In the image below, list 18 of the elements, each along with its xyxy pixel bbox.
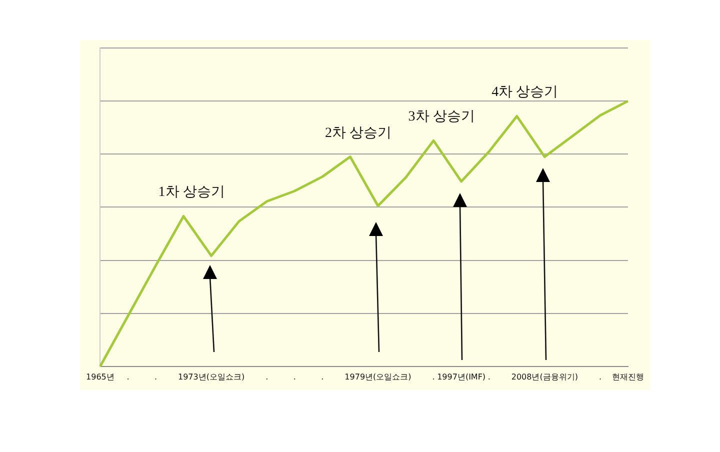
annotation: 3차 상승기	[408, 110, 475, 125]
x-tick-label: 1973년(오일쇼크)	[178, 372, 245, 382]
x-tick-label: .	[321, 372, 324, 382]
x-tick-label: .	[488, 372, 490, 382]
x-tick-label: .	[293, 372, 296, 382]
x-tick-label: .	[432, 372, 435, 382]
x-tick-label: .	[598, 372, 602, 382]
x-tick-label: 현재진행	[612, 372, 644, 382]
annotation: 1차 상승기	[158, 185, 225, 200]
text: 4차 상승기	[492, 85, 558, 100]
annotation: 2차 상승기	[324, 126, 392, 141]
x-tick-label: 1979년(오일쇼크)	[344, 372, 412, 382]
x-tick-label: .	[154, 372, 158, 382]
x-tick-label: .	[266, 372, 268, 382]
x-tick-label: 1997년(IMF)	[437, 372, 486, 382]
x-tick-label: 2008년(금융위기)	[511, 372, 578, 382]
x-tick-label: .	[126, 372, 130, 382]
x-tick-label: 1965년	[86, 372, 114, 382]
